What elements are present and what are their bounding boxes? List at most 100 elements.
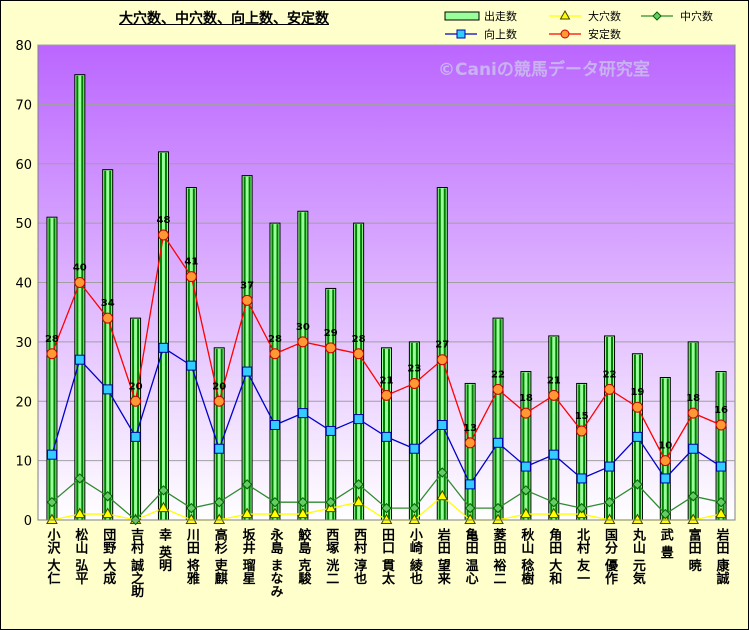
- x-tick-label: 高杉 吏麒: [212, 527, 228, 586]
- marker-square: [632, 431, 643, 442]
- x-tick-label: 西塚 洸二: [323, 528, 339, 585]
- marker-circle: [74, 277, 86, 288]
- marker-square: [353, 414, 364, 425]
- marker-circle: [130, 395, 142, 407]
- marker-circle: [353, 348, 365, 360]
- legend-label: 安定数: [588, 27, 621, 41]
- marker-circle: [548, 389, 560, 401]
- marker-diamond: [214, 496, 225, 508]
- x-tick-label: 田口 貫太: [379, 528, 396, 586]
- marker-diamond: [297, 496, 309, 508]
- marker-diamond: [102, 491, 113, 502]
- x-tick-label: 鮫島 克駿: [295, 527, 311, 586]
- marker-diamond: [548, 496, 559, 508]
- marker-square: [269, 420, 280, 430]
- x-tick-label: 小沢 大仁: [44, 528, 60, 586]
- marker-triangle: [269, 507, 281, 519]
- x-tick-label: 松山 弘平: [72, 527, 88, 586]
- marker-triangle: [185, 513, 198, 524]
- marker-square: [46, 449, 57, 460]
- chart-title: 大穴数、中穴数、向上数、安定数: [119, 11, 329, 27]
- marker-circle: [185, 271, 197, 283]
- data-label: 28: [352, 334, 366, 345]
- y-tick-label: 70: [15, 98, 32, 113]
- marker-circle: [241, 294, 253, 306]
- x-tick-label: 角田 大和: [546, 527, 562, 586]
- marker-triangle: [380, 513, 393, 524]
- x-tick-label: 富田 暁: [686, 527, 702, 573]
- marker-circle: [269, 348, 281, 360]
- data-label: 30: [296, 322, 310, 333]
- marker-triangle: [297, 507, 309, 519]
- data-label: 40: [73, 263, 87, 274]
- marker-square: [325, 425, 336, 436]
- marker-diamond: [269, 496, 281, 508]
- marker-diamond: [437, 467, 448, 478]
- legend-label: 大穴数: [588, 9, 621, 23]
- marker-diamond: [46, 496, 58, 508]
- marker-diamond: [715, 496, 727, 508]
- data-label: 21: [380, 375, 394, 386]
- marker-square: [158, 342, 169, 353]
- data-label: 16: [714, 405, 728, 416]
- marker-circle: [604, 383, 616, 395]
- marker-circle: [157, 229, 169, 241]
- marker-square: [297, 408, 308, 419]
- marker-circle: [297, 336, 309, 348]
- marker-circle: [102, 312, 114, 324]
- x-tick-label: 川田 将雅: [184, 528, 201, 586]
- marker-square: [660, 473, 671, 484]
- data-label: 41: [184, 257, 198, 268]
- marker-diamond: [409, 502, 420, 514]
- marker-diamond: [604, 496, 615, 508]
- data-label: 22: [491, 369, 505, 380]
- x-tick-label: 岩田 望来: [435, 527, 452, 586]
- data-label: 20: [129, 381, 143, 392]
- y-tick-label: 80: [15, 39, 32, 54]
- data-label: 18: [686, 393, 700, 404]
- marker-square: [493, 437, 504, 448]
- series-markers: [46, 229, 727, 526]
- data-label: 28: [268, 334, 282, 345]
- marker-square: [520, 461, 531, 472]
- marker-triangle: [436, 489, 449, 501]
- marker-circle: [659, 455, 671, 467]
- marker-circle: [408, 377, 420, 389]
- marker-diamond: [381, 502, 392, 514]
- marker-circle: [436, 354, 448, 366]
- y-tick-label: 40: [15, 277, 32, 292]
- x-tick-label: 永島 まなみ: [267, 527, 284, 598]
- data-label: 15: [575, 411, 589, 422]
- data-label: 22: [603, 369, 617, 380]
- y-tick-label: 0: [24, 514, 32, 529]
- marker-circle: [213, 395, 225, 407]
- x-tick-label: 岩田 康誠: [714, 527, 731, 586]
- marker-triangle: [631, 513, 644, 524]
- marker-diamond: [660, 508, 671, 520]
- x-tick-label: 幸 英明: [156, 527, 173, 573]
- x-tick-label: 西村 淳也: [351, 528, 367, 586]
- marker-diamond: [632, 479, 643, 490]
- marker-triangle: [520, 507, 532, 519]
- marker-triangle: [464, 513, 476, 524]
- data-label: 28: [45, 334, 59, 345]
- bar-series: [46, 74, 727, 521]
- y-tick-label: 60: [15, 158, 32, 173]
- x-tick-label: 武 豊: [658, 527, 674, 560]
- marker-triangle: [157, 501, 170, 513]
- marker-circle: [576, 425, 588, 437]
- y-tick-label: 10: [15, 455, 32, 470]
- marker-triangle: [492, 513, 504, 524]
- marker-square: [242, 366, 253, 377]
- legend-label: 出走数: [484, 9, 517, 23]
- data-label: 18: [519, 393, 533, 404]
- marker-diamond: [353, 479, 364, 490]
- x-tick-label: 菱田 裕二: [491, 527, 508, 584]
- marker-diamond: [520, 485, 532, 496]
- marker-circle: [325, 342, 337, 354]
- marker-diamond: [325, 496, 336, 508]
- marker-circle: [464, 437, 476, 449]
- x-tick-label: 坂井 瑠星: [240, 527, 256, 586]
